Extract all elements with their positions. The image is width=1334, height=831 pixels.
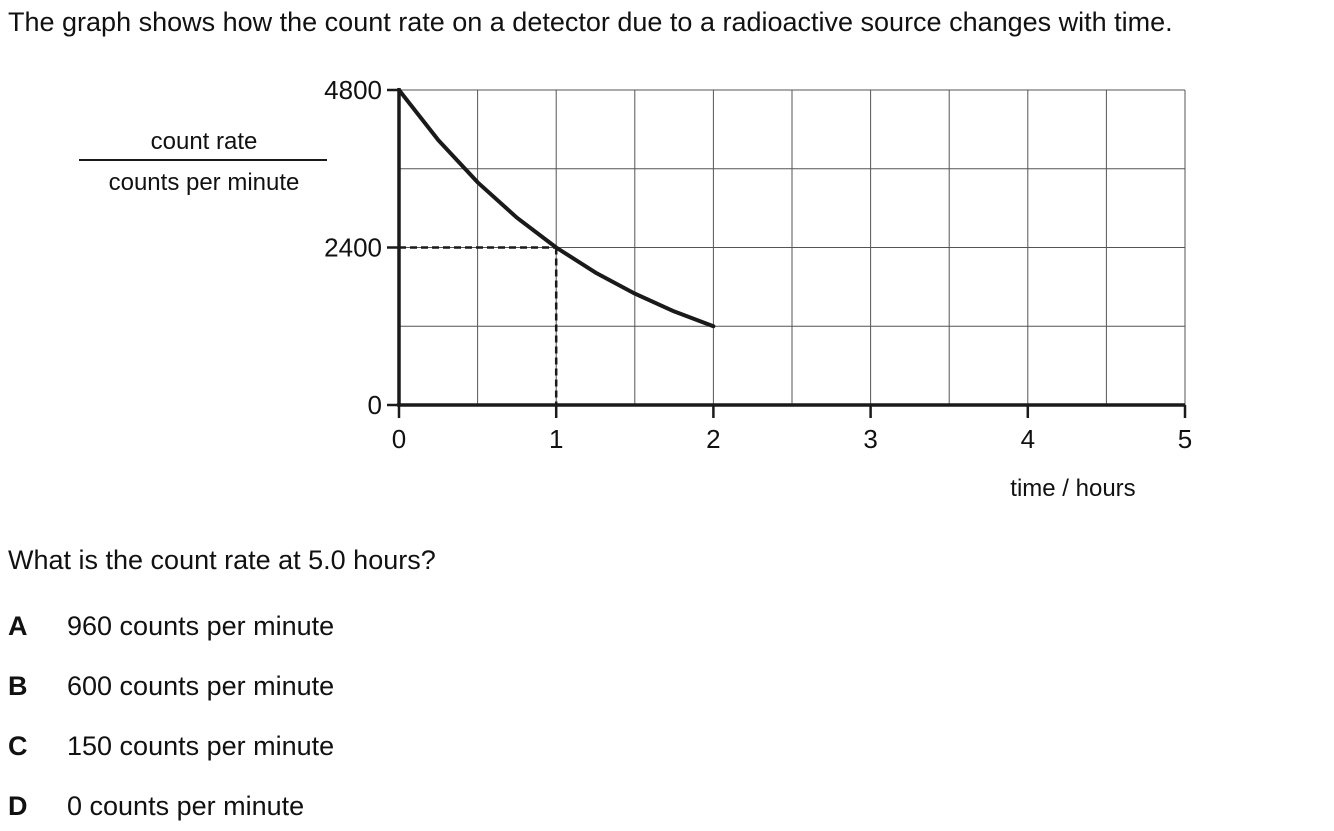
option-letter: D — [8, 791, 28, 821]
question-text: What is the count rate at 5.0 hours? — [8, 545, 436, 575]
x-tick-label: 5 — [1178, 424, 1192, 454]
chart-grid — [399, 89, 1186, 405]
option-text: 150 counts per minute — [67, 731, 335, 761]
decay-curve — [397, 88, 716, 329]
x-tick-label: 1 — [549, 424, 563, 454]
x-tick-label: 4 — [1021, 424, 1035, 454]
half-life-guide-lines — [399, 246, 558, 405]
option-text: 960 counts per minute — [67, 611, 335, 641]
option-text: 600 counts per minute — [67, 671, 335, 701]
x-tick-label: 0 — [392, 424, 406, 454]
intro-text: The graph shows how the count rate on a … — [8, 7, 1173, 37]
option-text: 0 counts per minute — [67, 791, 305, 821]
y-axis-label-bottom: counts per minute — [109, 169, 300, 196]
option-letter: B — [8, 671, 28, 701]
option-letter: A — [8, 611, 28, 641]
x-axis-label: time / hours — [1010, 475, 1135, 502]
decay-chart: 0 1 2 3 4 5 0 2400 4800 count rate counts per mi… — [79, 75, 1192, 502]
y-tick-label: 4800 — [324, 75, 382, 105]
chart-axes — [387, 88, 1187, 418]
y-axis-label-top: count rate — [151, 128, 258, 155]
x-tick-label: 2 — [706, 424, 720, 454]
x-tick-label: 3 — [863, 424, 877, 454]
chart-series — [397, 88, 716, 329]
option-letter: C — [8, 731, 28, 761]
y-tick-label: 2400 — [324, 233, 382, 263]
y-tick-label: 0 — [368, 390, 382, 420]
chart-tick-labels: 0 1 2 3 4 5 0 2400 4800 — [324, 75, 1192, 454]
